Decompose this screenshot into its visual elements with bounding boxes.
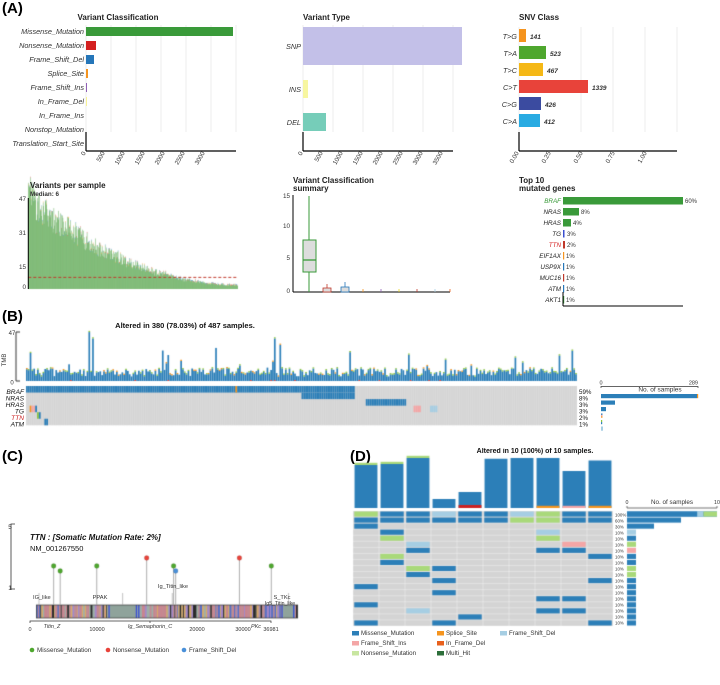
svg-text:IG_like: IG_like xyxy=(33,595,51,601)
svg-text:Missense_Mutation: Missense_Mutation xyxy=(37,647,92,654)
svg-text:47: 47 xyxy=(19,196,27,203)
svg-text:20000: 20000 xyxy=(189,627,204,633)
svg-text:1: 1 xyxy=(8,585,12,592)
svg-text:Missense_Mutation: Missense_Mutation xyxy=(361,630,415,637)
svg-text:PPAK: PPAK xyxy=(93,595,108,601)
svg-text:100%: 100% xyxy=(615,513,626,518)
svg-text:TMB: TMB xyxy=(2,354,8,367)
svg-text:0: 0 xyxy=(28,627,31,633)
svg-text:8%: 8% xyxy=(581,210,590,216)
svg-text:10%: 10% xyxy=(615,621,624,626)
svg-text:Titin_Z: Titin_Z xyxy=(44,624,61,630)
svg-text:HRAS: HRAS xyxy=(544,220,562,227)
svg-text:31: 31 xyxy=(19,230,27,237)
svg-text:3%: 3% xyxy=(567,232,576,238)
svg-text:10%: 10% xyxy=(615,597,624,602)
svg-text:10%: 10% xyxy=(615,543,624,548)
svg-text:10%: 10% xyxy=(615,561,624,566)
svg-text:36981: 36981 xyxy=(263,627,278,633)
svg-text:4%: 4% xyxy=(573,221,582,227)
svg-text:15: 15 xyxy=(19,264,27,271)
svg-text:TTN : [Somatic Mutation Rate:: TTN : [Somatic Mutation Rate: 2%] xyxy=(30,533,161,542)
svg-text:10%: 10% xyxy=(615,549,624,554)
svg-text:15: 15 xyxy=(283,193,291,200)
svg-text:60%: 60% xyxy=(685,199,698,205)
svg-text:289: 289 xyxy=(689,381,698,387)
svg-text:Altered in 380 (78.03%) of 487: Altered in 380 (78.03%) of 487 samples. xyxy=(115,321,255,330)
svg-text:1%: 1% xyxy=(566,298,575,304)
svg-text:AKT1: AKT1 xyxy=(544,297,561,304)
svg-text:PKc: PKc xyxy=(251,624,261,630)
svg-text:TTN: TTN xyxy=(549,242,562,249)
svg-text:NRAS: NRAS xyxy=(544,209,562,216)
svg-text:0: 0 xyxy=(10,381,14,387)
svg-text:Variants per sample: Variants per sample xyxy=(30,181,106,190)
svg-text:BRAF: BRAF xyxy=(544,198,562,205)
svg-text:30000: 30000 xyxy=(235,627,250,633)
svg-text:Multi_Hit: Multi_Hit xyxy=(446,650,470,657)
svg-text:10: 10 xyxy=(714,500,720,506)
svg-text:1%: 1% xyxy=(566,287,575,293)
svg-text:1%: 1% xyxy=(566,265,575,271)
svg-text:5: 5 xyxy=(8,524,12,531)
svg-text:10%: 10% xyxy=(615,585,624,590)
svg-text:Nonsense_Mutation: Nonsense_Mutation xyxy=(361,650,417,657)
svg-text:47: 47 xyxy=(9,331,16,337)
svg-text:In_Frame_Del: In_Frame_Del xyxy=(446,640,485,647)
svg-text:ATM: ATM xyxy=(547,286,562,293)
svg-text:0: 0 xyxy=(22,284,26,291)
svg-text:Frame_Shift_Del: Frame_Shift_Del xyxy=(189,647,236,654)
svg-text:0: 0 xyxy=(286,288,290,295)
svg-text:10%: 10% xyxy=(615,591,624,596)
svg-text:5: 5 xyxy=(286,255,290,262)
svg-text:60%: 60% xyxy=(615,519,624,524)
svg-text:10%: 10% xyxy=(615,579,624,584)
svg-text:Ig5_Titin_like: Ig5_Titin_like xyxy=(265,601,295,607)
svg-text:Median: 6: Median: 6 xyxy=(30,191,60,198)
svg-text:0: 0 xyxy=(626,500,629,506)
svg-text:NM_001267550: NM_001267550 xyxy=(30,544,83,553)
svg-text:Frame_Shift_Del: Frame_Shift_Del xyxy=(509,630,555,637)
svg-text:10%: 10% xyxy=(615,603,624,608)
svg-text:10%: 10% xyxy=(615,531,624,536)
svg-text:10000: 10000 xyxy=(89,627,104,633)
svg-text:30%: 30% xyxy=(615,525,624,530)
svg-text:1%: 1% xyxy=(579,422,588,429)
svg-text:mutated genes: mutated genes xyxy=(519,184,576,193)
svg-text:Nonsense_Mutation: Nonsense_Mutation xyxy=(113,647,170,654)
svg-text:MUC16: MUC16 xyxy=(540,275,562,282)
svg-text:10: 10 xyxy=(283,223,291,230)
svg-text:10%: 10% xyxy=(615,609,624,614)
svg-text:TG: TG xyxy=(552,231,561,238)
svg-text:1%: 1% xyxy=(566,276,575,282)
svg-text:USP9X: USP9X xyxy=(540,264,561,271)
svg-text:EIF1AX: EIF1AX xyxy=(539,253,561,260)
svg-text:10%: 10% xyxy=(615,567,624,572)
svg-text:Ig_Semaphorin_C: Ig_Semaphorin_C xyxy=(128,624,172,630)
svg-text:No. of samples: No. of samples xyxy=(638,387,682,394)
svg-text:Splice_Site: Splice_Site xyxy=(446,630,478,637)
svg-text:summary: summary xyxy=(293,184,329,193)
svg-text:2%: 2% xyxy=(567,243,576,249)
svg-text:Altered in 10 (100%) of 10 sam: Altered in 10 (100%) of 10 samples. xyxy=(477,448,594,455)
svg-text:Ig_Titin_like: Ig_Titin_like xyxy=(158,584,188,590)
svg-text:10%: 10% xyxy=(615,615,624,620)
svg-text:No. of samples: No. of samples xyxy=(651,499,693,506)
svg-text:0: 0 xyxy=(599,381,602,387)
svg-text:10%: 10% xyxy=(615,537,624,542)
svg-text:1%: 1% xyxy=(566,254,575,260)
svg-text:ATM: ATM xyxy=(10,422,25,429)
svg-text:Frame_Shift_Ins: Frame_Shift_Ins xyxy=(361,640,406,647)
svg-text:10%: 10% xyxy=(615,573,624,578)
svg-text:10%: 10% xyxy=(615,555,624,560)
